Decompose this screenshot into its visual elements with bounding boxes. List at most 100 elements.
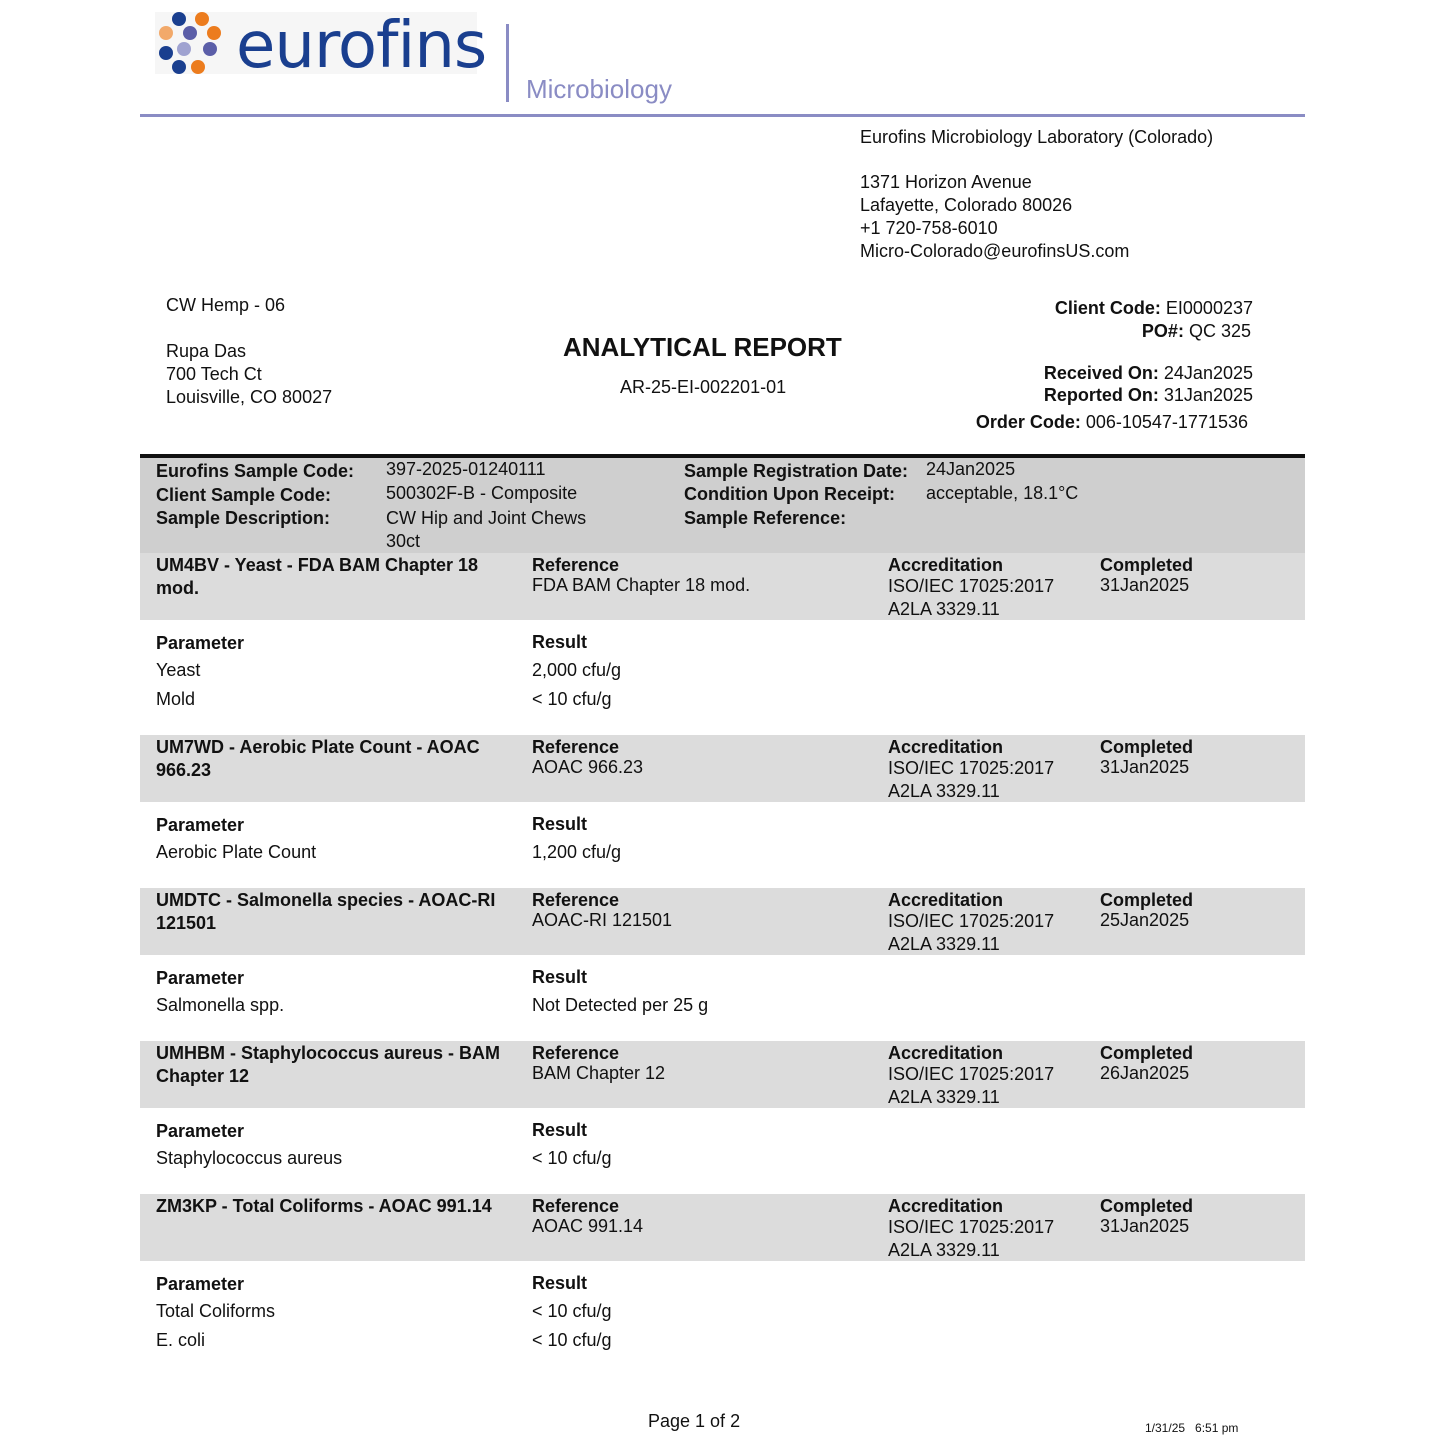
method-title-cont: 966.23 bbox=[156, 760, 212, 780]
result-header: Result bbox=[532, 1120, 588, 1140]
method-header bbox=[140, 1194, 1305, 1261]
page-number: Page 1 of 2 bbox=[648, 1411, 741, 1431]
method-header bbox=[140, 1041, 1305, 1108]
report-number: AR-25-EI-002201-01 bbox=[620, 377, 787, 397]
condition: acceptable, 18.1°C bbox=[926, 483, 1079, 503]
po-number: PO#: QC 325 bbox=[1141, 321, 1251, 341]
accreditation-value: ISO/IEC 17025:2017 bbox=[888, 1064, 1055, 1084]
accreditation-value: A2LA 3329.11 bbox=[888, 599, 1000, 619]
completed-label: Completed bbox=[1100, 555, 1194, 575]
method-title: UM7WD - Aerobic Plate Count - AOAC bbox=[156, 737, 480, 757]
completed-date: 31Jan2025 bbox=[1100, 1216, 1190, 1236]
method-title: UMDTC - Salmonella species - AOAC-RI bbox=[156, 890, 496, 910]
result-header: Result bbox=[532, 632, 588, 652]
accreditation-label: Accreditation bbox=[888, 890, 1004, 910]
accreditation-value: ISO/IEC 17025:2017 bbox=[888, 1217, 1055, 1237]
completed-label: Completed bbox=[1100, 890, 1194, 910]
method-title: UMHBM - Staphylococcus aureus - BAM bbox=[156, 1043, 501, 1063]
print-timestamp: 1/31/25 6:51 pm bbox=[1145, 1421, 1239, 1435]
accreditation-value: A2LA 3329.11 bbox=[888, 781, 1000, 801]
reference-value: BAM Chapter 12 bbox=[532, 1063, 666, 1083]
parameter-header: Parameter bbox=[156, 815, 245, 835]
registration-date: 24Jan2025 bbox=[926, 459, 1016, 479]
sample-reference-label: Sample Reference: bbox=[684, 508, 847, 528]
method-title: UM4BV - Yeast - FDA BAM Chapter 18 bbox=[156, 555, 479, 575]
accreditation-label: Accreditation bbox=[888, 1196, 1004, 1216]
result-header: Result bbox=[532, 1273, 588, 1293]
parameter-name: Mold bbox=[156, 689, 196, 709]
accreditation-value: ISO/IEC 17025:2017 bbox=[888, 758, 1055, 778]
method-title-cont: mod. bbox=[156, 578, 199, 598]
reference-value: AOAC 991.14 bbox=[532, 1216, 644, 1236]
result-value: < 10 cfu/g bbox=[532, 1330, 612, 1350]
accreditation-label: Accreditation bbox=[888, 737, 1004, 757]
accreditation-value: A2LA 3329.11 bbox=[888, 1087, 1000, 1107]
reference-label: Reference bbox=[532, 890, 620, 910]
reference-label: Reference bbox=[532, 1196, 620, 1216]
result-header: Result bbox=[532, 814, 588, 834]
completed-date: 26Jan2025 bbox=[1100, 1063, 1190, 1083]
lab-email: Micro-Colorado@eurofinsUS.com bbox=[860, 241, 1130, 261]
client-street: 700 Tech Ct bbox=[166, 364, 262, 384]
client-sample-code-label: Client Sample Code: bbox=[156, 485, 332, 505]
lab-name: Eurofins Microbiology Laboratory (Colora… bbox=[860, 127, 1214, 147]
parameter-header: Parameter bbox=[156, 633, 245, 653]
result-value: < 10 cfu/g bbox=[532, 1148, 612, 1168]
parameter-header: Parameter bbox=[156, 968, 245, 988]
sample-code: 397-2025-01240111 bbox=[386, 459, 546, 479]
accreditation-value: A2LA 3329.11 bbox=[888, 934, 1000, 954]
eurofins-logo bbox=[155, 12, 477, 74]
method-title: ZM3KP - Total Coliforms - AOAC 991.14 bbox=[156, 1196, 492, 1216]
client-sample-code: 500302F-B - Composite bbox=[386, 483, 578, 503]
reference-label: Reference bbox=[532, 1043, 620, 1063]
reference-label: Reference bbox=[532, 737, 620, 757]
report-title: ANALYTICAL REPORT bbox=[563, 332, 842, 362]
client-city: Louisville, CO 80027 bbox=[166, 387, 333, 407]
parameter-name: E. coli bbox=[156, 1330, 206, 1350]
method-header bbox=[140, 553, 1305, 620]
accreditation-value: A2LA 3329.11 bbox=[888, 1240, 1000, 1260]
client-code: Client Code: EI0000237 bbox=[1054, 298, 1253, 318]
result-value: < 10 cfu/g bbox=[532, 689, 612, 709]
reference-label: Reference bbox=[532, 555, 620, 575]
accreditation-label: Accreditation bbox=[888, 555, 1004, 575]
result-value: 2,000 cfu/g bbox=[532, 660, 622, 680]
sample-description-cont: 30ct bbox=[386, 531, 421, 551]
parameter-name: Total Coliforms bbox=[156, 1301, 276, 1321]
lab-address2: Lafayette, Colorado 80026 bbox=[860, 195, 1073, 215]
reference-value: AOAC 966.23 bbox=[532, 757, 644, 777]
order-code: Order Code: 006-10547-1771536 bbox=[975, 412, 1248, 432]
brand-name: eurofins bbox=[236, 9, 487, 83]
result-value: 1,200 cfu/g bbox=[532, 842, 622, 862]
method-header bbox=[140, 735, 1305, 802]
sample-description-label: Sample Description: bbox=[156, 508, 331, 528]
sample-code-label: Eurofins Sample Code: bbox=[156, 461, 355, 481]
parameter-header: Parameter bbox=[156, 1274, 245, 1294]
completed-date: 31Jan2025 bbox=[1100, 757, 1190, 777]
lab-address1: 1371 Horizon Avenue bbox=[860, 172, 1032, 192]
accreditation-value: ISO/IEC 17025:2017 bbox=[888, 576, 1055, 596]
client-company: CW Hemp - 06 bbox=[166, 295, 286, 315]
completed-label: Completed bbox=[1100, 1043, 1194, 1063]
parameter-name: Staphylococcus aureus bbox=[156, 1148, 343, 1168]
condition-label: Condition Upon Receipt: bbox=[684, 484, 895, 504]
parameter-name: Aerobic Plate Count bbox=[156, 842, 317, 862]
sample-description: CW Hip and Joint Chews bbox=[386, 508, 587, 528]
reference-value: AOAC-RI 121501 bbox=[532, 910, 673, 930]
method-title-cont: 121501 bbox=[156, 913, 217, 933]
accreditation-value: ISO/IEC 17025:2017 bbox=[888, 911, 1055, 931]
result-value: Not Detected per 25 g bbox=[532, 995, 709, 1015]
method-header bbox=[140, 888, 1305, 955]
received-on: Received On: 24Jan2025 bbox=[1043, 363, 1253, 383]
completed-date: 31Jan2025 bbox=[1100, 575, 1190, 595]
division-name: Microbiology bbox=[526, 74, 672, 104]
accreditation-label: Accreditation bbox=[888, 1043, 1004, 1063]
result-header: Result bbox=[532, 967, 588, 987]
reference-value: FDA BAM Chapter 18 mod. bbox=[532, 575, 751, 595]
method-title-cont: Chapter 12 bbox=[156, 1066, 250, 1086]
parameter-header: Parameter bbox=[156, 1121, 245, 1141]
completed-label: Completed bbox=[1100, 737, 1194, 757]
client-contact: Rupa Das bbox=[166, 341, 247, 361]
logo-divider bbox=[506, 24, 509, 102]
